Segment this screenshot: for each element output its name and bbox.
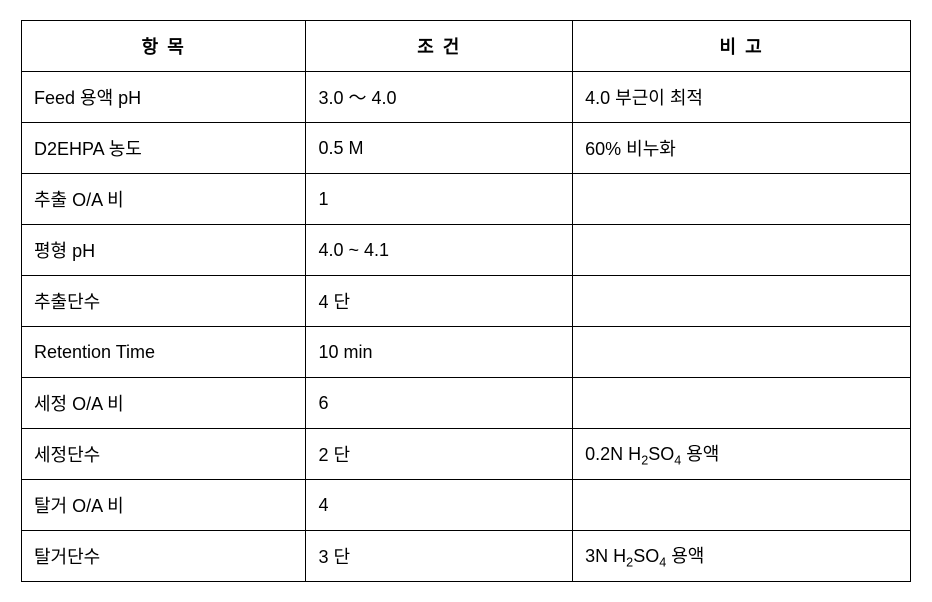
table-row: 추출단수 4 단	[22, 276, 911, 327]
table-row: Feed 용액 pH 3.0 ～ 4.0 4.0 부근이 최적	[22, 72, 911, 123]
cell-cond: 0.5 M	[306, 123, 573, 174]
cell-cond: 10 min	[306, 327, 573, 378]
cell-note: 60% 비누화	[573, 123, 911, 174]
cell-cond: 4.0 ~ 4.1	[306, 225, 573, 276]
table-row: 평형 pH 4.0 ~ 4.1	[22, 225, 911, 276]
conditions-table: 항 목 조 건 비 고 Feed 용액 pH 3.0 ～ 4.0 4.0 부근이…	[21, 20, 911, 582]
cell-item: 추출 O/A 비	[22, 174, 306, 225]
cell-note	[573, 225, 911, 276]
cell-item: Retention Time	[22, 327, 306, 378]
cell-item: Feed 용액 pH	[22, 72, 306, 123]
cell-cond: 3.0 ～ 4.0	[306, 72, 573, 123]
cell-cond: 3 단	[306, 531, 573, 582]
cell-cond: 2 단	[306, 429, 573, 480]
header-cond: 조 건	[306, 21, 573, 72]
cell-item: 세정 O/A 비	[22, 378, 306, 429]
table-row: D2EHPA 농도 0.5 M 60% 비누화	[22, 123, 911, 174]
table-row: 세정 O/A 비 6	[22, 378, 911, 429]
cell-note	[573, 276, 911, 327]
cell-item: 탈거단수	[22, 531, 306, 582]
table-row: 탈거 O/A 비 4	[22, 480, 911, 531]
table-row: 세정단수 2 단 0.2N H2SO4 용액	[22, 429, 911, 480]
table-header-row: 항 목 조 건 비 고	[22, 21, 911, 72]
cell-item: 추출단수	[22, 276, 306, 327]
cell-cond: 1	[306, 174, 573, 225]
cell-note: 0.2N H2SO4 용액	[573, 429, 911, 480]
cell-item: 세정단수	[22, 429, 306, 480]
cell-note	[573, 174, 911, 225]
cell-item: 탈거 O/A 비	[22, 480, 306, 531]
cell-item: 평형 pH	[22, 225, 306, 276]
cell-note	[573, 480, 911, 531]
cell-cond: 6	[306, 378, 573, 429]
cell-note: 4.0 부근이 최적	[573, 72, 911, 123]
header-item: 항 목	[22, 21, 306, 72]
cell-note	[573, 327, 911, 378]
cell-cond: 4	[306, 480, 573, 531]
cell-note: 3N H2SO4 용액	[573, 531, 911, 582]
header-note: 비 고	[573, 21, 911, 72]
table-row: 탈거단수 3 단 3N H2SO4 용액	[22, 531, 911, 582]
table-row: Retention Time 10 min	[22, 327, 911, 378]
conditions-table-container: 항 목 조 건 비 고 Feed 용액 pH 3.0 ～ 4.0 4.0 부근이…	[21, 20, 911, 582]
table-row: 추출 O/A 비 1	[22, 174, 911, 225]
cell-note	[573, 378, 911, 429]
cell-cond: 4 단	[306, 276, 573, 327]
cell-item: D2EHPA 농도	[22, 123, 306, 174]
